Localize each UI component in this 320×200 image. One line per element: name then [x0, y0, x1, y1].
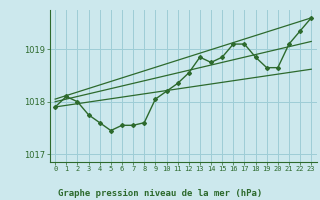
Text: Graphe pression niveau de la mer (hPa): Graphe pression niveau de la mer (hPa)	[58, 189, 262, 198]
